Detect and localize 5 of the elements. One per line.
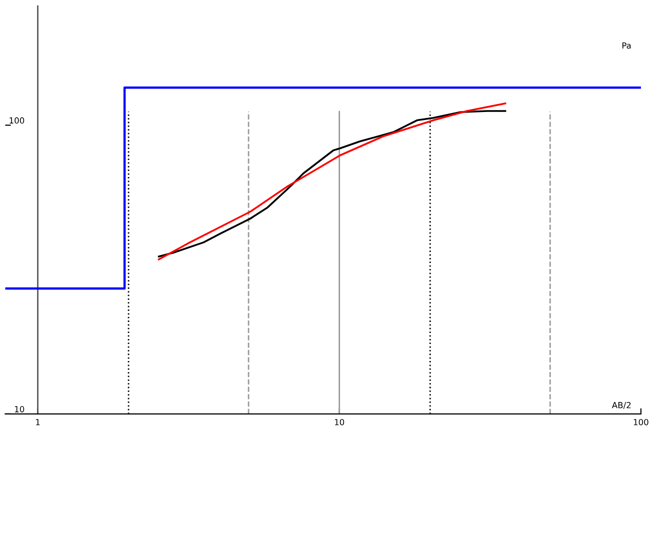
y-axis-title: Pa <box>622 42 631 49</box>
x-tick-label: 100 <box>634 418 648 426</box>
x-tick-label: 10 <box>334 418 344 426</box>
x-axis-title: AB/2 <box>612 402 631 409</box>
x-tick-label: 1 <box>36 419 40 426</box>
